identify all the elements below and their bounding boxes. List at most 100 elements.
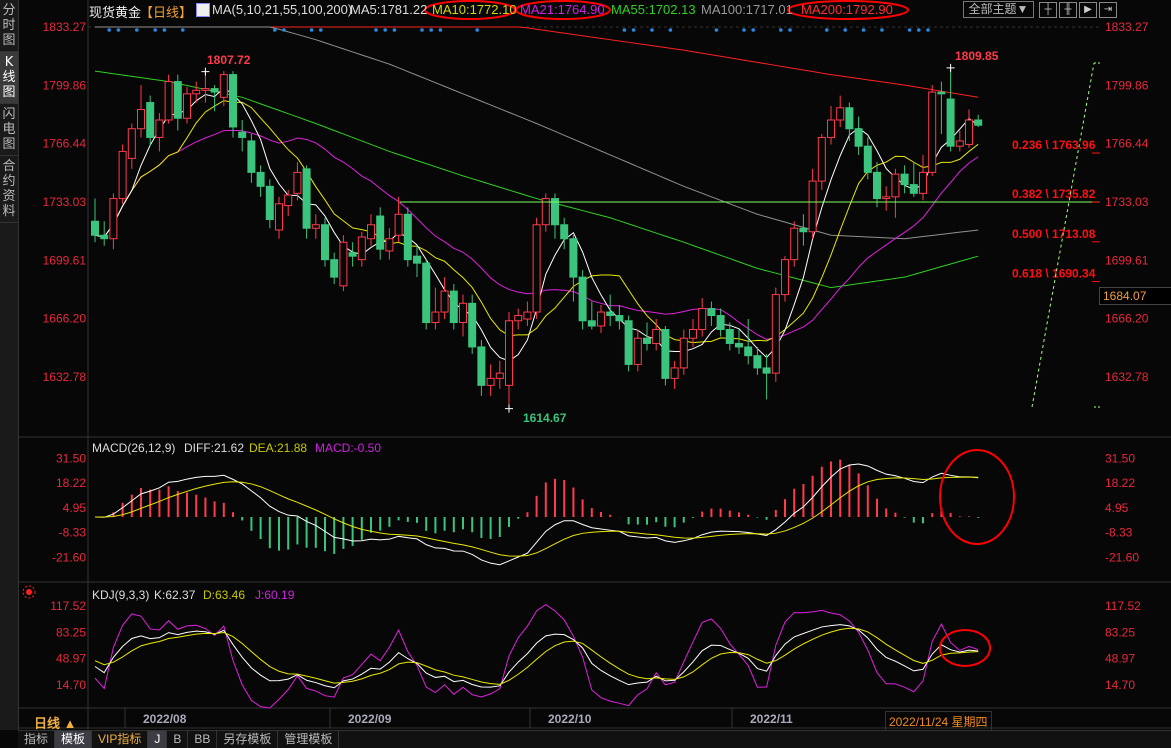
- candle-down: [210, 88, 219, 93]
- zoom-range-button[interactable]: ╫: [1059, 2, 1077, 18]
- crosshair-button[interactable]: ┼: [1039, 2, 1057, 18]
- exit-button[interactable]: ⇥: [1099, 2, 1117, 18]
- candle-up: [597, 311, 605, 327]
- tab-b[interactable]: B: [167, 731, 189, 748]
- chart-type-icon[interactable]: [196, 3, 210, 17]
- fib-label: 0.618 \ 1690.34: [1012, 267, 1096, 281]
- event-marker-dot: [309, 28, 314, 32]
- macd-tick-right: 18.22: [1105, 476, 1135, 490]
- play-button[interactable]: ▶: [1079, 2, 1097, 18]
- event-marker-dot: [135, 28, 139, 32]
- candle-up: [882, 196, 891, 200]
- candle-up: [790, 227, 799, 261]
- event-marker-dot: [273, 28, 277, 32]
- candle-up: [827, 119, 835, 138]
- candle-up: [219, 74, 228, 98]
- ma100-value: MA100:1717.01: [701, 2, 793, 17]
- candle-down: [863, 145, 872, 173]
- high-annotation-1: 1807.72: [207, 53, 251, 67]
- candle-down: [477, 346, 486, 386]
- candle-up: [532, 224, 541, 313]
- candle-up: [495, 372, 504, 379]
- macd-tick-right: -21.60: [1105, 550, 1139, 564]
- candle-down: [403, 213, 412, 261]
- fib-label: 0.500 \ 1713.08: [1012, 227, 1096, 241]
- macd-tick-left: 18.22: [56, 476, 86, 490]
- kdj-tick-right: 83.25: [1105, 625, 1135, 639]
- candle-down: [569, 238, 578, 278]
- candle-down: [413, 255, 421, 264]
- candle-up: [891, 173, 900, 198]
- tab-contract-info[interactable]: 合约资料: [0, 156, 18, 223]
- extreme-marker: [505, 404, 513, 413]
- event-marker-dot: [788, 28, 792, 32]
- candle-down: [606, 311, 615, 317]
- candle-up: [919, 171, 927, 194]
- tab-indicators[interactable]: 指标: [18, 731, 56, 748]
- price-tick-right: 1833.27: [1105, 20, 1149, 34]
- tab-save-template[interactable]: 另存模板: [217, 731, 279, 748]
- price-tick-left: 1632.78: [43, 370, 87, 384]
- event-marker-dot: [181, 28, 185, 32]
- tab-vip-indicators[interactable]: VIP指标: [92, 731, 149, 748]
- event-marker-dot: [622, 28, 627, 32]
- candle-down: [146, 102, 155, 138]
- candle-down: [974, 119, 983, 126]
- candle-up: [311, 224, 320, 229]
- axes: 1833.27 1833.27 1799.86 1799.86 1766.44 1766.…: [43, 20, 1149, 728]
- tab-manage-templates[interactable]: 管理模板: [278, 731, 340, 748]
- symbol-name: 现货黄金: [89, 5, 142, 20]
- candle-down: [449, 290, 458, 324]
- candle-up: [808, 180, 817, 233]
- event-marker-dot: [843, 28, 847, 32]
- price-tick-left: 1699.61: [43, 253, 87, 267]
- tab-flash-chart[interactable]: 闪电图: [0, 104, 18, 156]
- candle-up: [127, 128, 136, 159]
- period-tag: 【日线】: [140, 5, 193, 20]
- k-line: [94, 624, 979, 689]
- candle-down: [909, 184, 918, 194]
- trend-line: [1031, 62, 1095, 408]
- event-marker-dot: [650, 28, 654, 32]
- tab-templates[interactable]: 模板: [55, 731, 93, 748]
- tab-kline-chart[interactable]: K线图: [0, 52, 18, 104]
- candle-up: [137, 109, 145, 130]
- candle-up: [118, 150, 127, 200]
- candle-up: [689, 328, 697, 339]
- tab-j[interactable]: J: [148, 731, 168, 748]
- price-tick-right: 1799.86: [1105, 78, 1149, 92]
- event-marker-dot: [751, 28, 755, 32]
- candle-down: [900, 173, 909, 186]
- tab-bb[interactable]: BB: [188, 731, 218, 748]
- candle-down: [578, 276, 587, 322]
- tab-time-chart[interactable]: 分时图: [0, 0, 18, 52]
- price-tick-left: 1733.03: [43, 195, 87, 209]
- kdj-settings-icon[interactable]: [22, 585, 36, 599]
- event-marker-dot: [742, 28, 746, 32]
- kdj-tick-left: 83.25: [56, 625, 86, 639]
- candle-down: [587, 320, 596, 327]
- candle-down: [744, 346, 753, 357]
- candle-up: [514, 315, 523, 322]
- candle-up: [965, 119, 973, 145]
- ma10-line: [94, 100, 979, 344]
- event-marker-dot: [438, 28, 443, 32]
- event-marker-dot: [383, 28, 388, 32]
- candle-down: [873, 171, 881, 200]
- candle-down: [376, 215, 385, 250]
- macd-diff: DIFF:21.62: [184, 441, 244, 455]
- candle-down: [854, 128, 863, 147]
- candle-up: [955, 140, 964, 147]
- kdj-d: D:63.46: [203, 588, 245, 602]
- price-tick-left: 1666.20: [43, 312, 87, 326]
- candle-down: [661, 328, 670, 379]
- period-selector[interactable]: 日线 ▲: [34, 716, 77, 731]
- candle-up: [817, 136, 826, 182]
- candle-up: [698, 308, 707, 330]
- theme-dropdown[interactable]: 全部主题▼: [963, 1, 1034, 18]
- high-annotation-2: 1809.85: [955, 49, 999, 63]
- candle-down: [937, 91, 946, 95]
- kdj-tick-left: 48.97: [56, 652, 86, 666]
- candle-down: [560, 224, 569, 240]
